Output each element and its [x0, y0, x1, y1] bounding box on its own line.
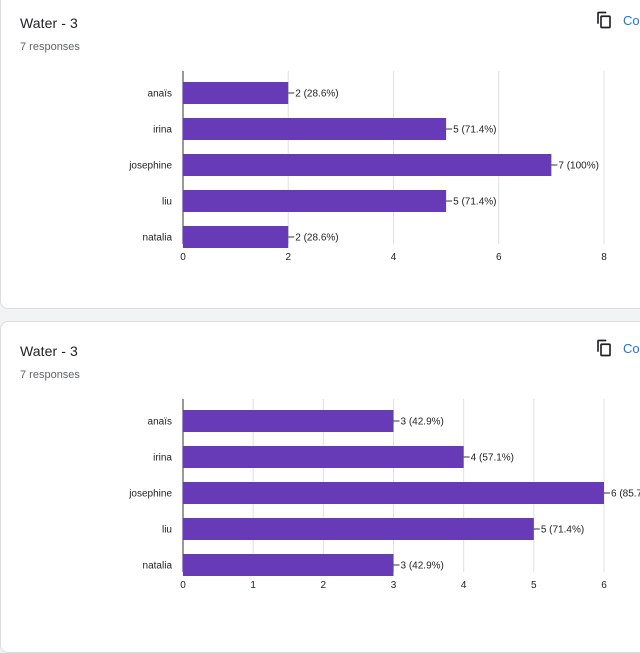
data-label: 6 (85.7%)	[611, 489, 640, 500]
category-label: natalia	[143, 561, 173, 572]
copy-label: Copy	[623, 12, 640, 28]
category-label: anaïs	[148, 89, 172, 100]
bar	[183, 226, 289, 248]
copy-chart-button[interactable]: Copy	[595, 339, 640, 357]
bar	[183, 554, 394, 576]
bar	[183, 482, 604, 504]
x-tick-label: 1	[250, 580, 256, 591]
x-tick-label: 6	[496, 252, 502, 263]
data-label: 2 (28.6%)	[295, 89, 338, 100]
copy-chart-button[interactable]: Copy	[595, 11, 640, 29]
copy-icon	[597, 339, 611, 357]
bar	[183, 410, 394, 432]
x-tick-label: 0	[180, 252, 186, 263]
category-label: natalia	[143, 233, 173, 244]
data-label: 5 (71.4%)	[453, 125, 496, 136]
response-count: 7 responses	[20, 41, 80, 53]
bar-chart: 0 2 4 6 8 anaïs 2 (28.6%) irina 5 (71.4%) josephi…	[128, 71, 607, 263]
category-label: anaïs	[148, 417, 172, 428]
bar-chart: 0 1 2 3 4 5 6 anaïs 3 (42.9%) irina 4 (57.1%) josep…	[128, 399, 640, 591]
copy-icon	[597, 11, 611, 29]
data-label: 7 (100%)	[558, 161, 599, 172]
data-label: 5 (71.4%)	[541, 525, 584, 536]
data-label: 3 (42.9%)	[401, 417, 444, 428]
x-tick-label: 2	[321, 580, 327, 591]
question-title: Water - 3	[20, 343, 78, 359]
x-tick-label: 0	[180, 580, 186, 591]
data-label: 2 (28.6%)	[295, 233, 338, 244]
bar	[183, 446, 464, 468]
category-label: liu	[162, 197, 172, 208]
question-card: Water - 3 7 responses Copy 0 2 4 6 8 anaïs 2 (…	[0, 0, 640, 309]
bar	[183, 118, 447, 140]
category-label: liu	[162, 525, 172, 536]
response-count: 7 responses	[20, 369, 80, 381]
x-tick-label: 8	[601, 252, 607, 263]
data-label: 4 (57.1%)	[471, 453, 514, 464]
category-label: irina	[153, 453, 172, 464]
x-tick-label: 5	[531, 580, 537, 591]
copy-label: Copy	[623, 340, 640, 356]
x-tick-label: 4	[391, 252, 397, 263]
x-tick-label: 3	[391, 580, 397, 591]
bar	[183, 518, 534, 540]
bar	[183, 154, 552, 176]
x-tick-label: 2	[285, 252, 291, 263]
bar	[183, 82, 289, 104]
question-title: Water - 3	[20, 15, 78, 31]
category-label: josephine	[128, 161, 172, 172]
question-card: Water - 3 7 responses Copy 0 1 2 3 4 5 6 anaïs 3…	[0, 321, 640, 653]
x-tick-label: 6	[601, 580, 607, 591]
x-tick-label: 4	[461, 580, 467, 591]
category-label: josephine	[128, 489, 172, 500]
bar	[183, 190, 447, 212]
category-label: irina	[153, 125, 172, 136]
data-label: 3 (42.9%)	[401, 561, 444, 572]
data-label: 5 (71.4%)	[453, 197, 496, 208]
